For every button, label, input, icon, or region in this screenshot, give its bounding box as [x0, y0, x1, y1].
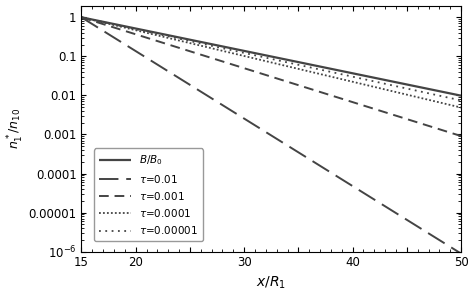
$\tau$=0.00001 [458, 99, 464, 102]
$B/B_0$ [374, 77, 380, 80]
Legend: $B/B_0$, $\tau$=0.01, $\tau$=0.001, $\tau$=0.0001, $\tau$=0.00001: $B/B_0$, $\tau$=0.01, $\tau$=0.001, $\ta… [94, 148, 203, 241]
$\tau$=0.00001 [382, 82, 387, 86]
$\tau$=0.00001 [339, 72, 345, 76]
$\tau$=0.01 [118, 40, 123, 43]
$\tau$=0.0001 [382, 88, 387, 91]
$\tau$=0.01 [458, 252, 464, 255]
$\tau$=0.001 [246, 68, 252, 71]
$\tau$=0.0001 [339, 78, 345, 81]
$\tau$=0.001 [458, 134, 464, 138]
Y-axis label: $n_1^*/n_{10}$: $n_1^*/n_{10}$ [6, 108, 26, 149]
$\tau$=0.001 [382, 110, 387, 114]
$B/B_0$ [232, 47, 238, 51]
$\tau$=0.001 [232, 64, 238, 67]
$\tau$=0.01 [232, 111, 238, 115]
$B/B_0$ [458, 94, 464, 97]
$\tau$=0.01 [374, 200, 380, 203]
$\tau$=0.0001 [79, 15, 84, 19]
$\tau$=0.00001 [79, 15, 84, 19]
$\tau$=0.00001 [232, 49, 238, 53]
$\tau$=0.0001 [458, 106, 464, 109]
$\tau$=0.001 [118, 28, 123, 31]
$B/B_0$ [118, 23, 123, 27]
X-axis label: $x/R_1$: $x/R_1$ [256, 275, 286, 291]
Line: $\tau$=0.0001: $\tau$=0.0001 [82, 17, 461, 108]
$B/B_0$ [382, 78, 387, 82]
Line: $\tau$=0.00001: $\tau$=0.00001 [82, 17, 461, 100]
$B/B_0$ [339, 69, 345, 73]
$B/B_0$ [79, 15, 84, 19]
$\tau$=0.0001 [246, 55, 252, 59]
$\tau$=0.00001 [246, 52, 252, 56]
$\tau$=0.01 [382, 204, 387, 208]
$\tau$=0.01 [246, 120, 252, 123]
$B/B_0$ [246, 50, 252, 53]
$\tau$=0.001 [79, 15, 84, 19]
$\tau$=0.01 [79, 15, 84, 19]
Line: $B/B_0$: $B/B_0$ [82, 17, 461, 96]
Line: $\tau$=0.01: $\tau$=0.01 [82, 17, 461, 254]
$\tau$=0.00001 [118, 24, 123, 28]
$\tau$=0.01 [339, 178, 345, 181]
$\tau$=0.001 [374, 108, 380, 112]
$\tau$=0.0001 [118, 25, 123, 28]
Line: $\tau$=0.001: $\tau$=0.001 [82, 17, 461, 136]
$\tau$=0.00001 [374, 80, 380, 84]
$\tau$=0.0001 [232, 52, 238, 56]
$\tau$=0.0001 [374, 86, 380, 89]
$\tau$=0.001 [339, 97, 345, 101]
